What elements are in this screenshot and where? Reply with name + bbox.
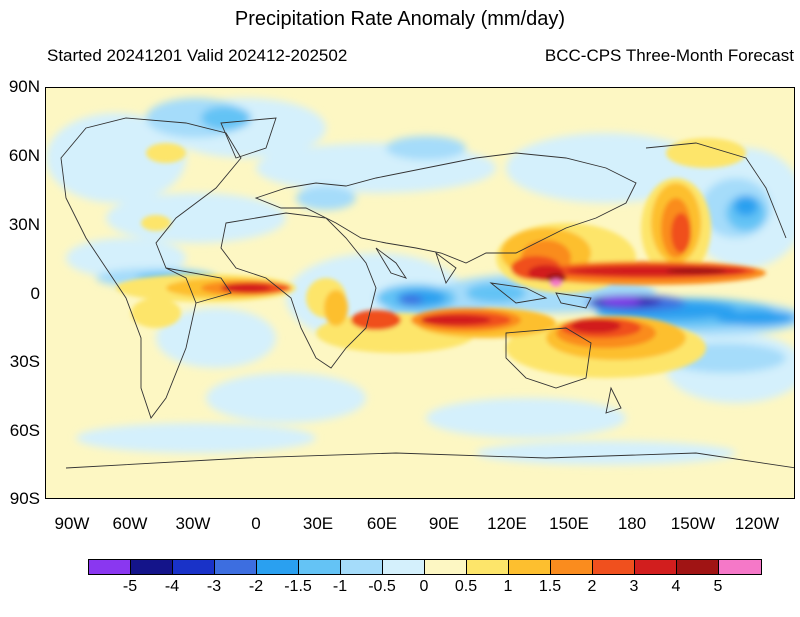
- y-tick-label: 0: [30, 284, 40, 303]
- x-tick-label: 180: [617, 514, 647, 533]
- colorbar-swatch: [467, 560, 509, 574]
- x-tick-label: 150E: [549, 514, 589, 533]
- colorbar-swatch: [257, 560, 299, 574]
- colorbar-label: 0.5: [454, 578, 478, 595]
- x-tick-label: 30E: [302, 514, 334, 533]
- x-tick-label: 0: [251, 514, 261, 533]
- colorbar-label: 1.5: [538, 578, 562, 595]
- colorbar-swatch: [593, 560, 635, 574]
- y-tick-label: 90S: [9, 489, 40, 508]
- colorbar-label: -4: [164, 578, 180, 595]
- colorbar-swatch: [173, 560, 215, 574]
- coastlines: [60, 117, 794, 469]
- y-tick-label: 30N: [8, 215, 40, 234]
- colorbar-label: -1.5: [284, 578, 312, 595]
- y-tick-label: 90N: [8, 77, 40, 96]
- colorbar-label: -5: [122, 578, 138, 595]
- colorbar-swatch: [677, 560, 719, 574]
- colorbar: [88, 559, 762, 575]
- colorbar-swatch: [383, 560, 425, 574]
- forecast-period-label: Started 20241201 Valid 202412-202502: [47, 46, 348, 65]
- colorbar-label: 5: [713, 578, 723, 595]
- x-tick-label: 60W: [112, 514, 148, 533]
- colorbar-swatch: [131, 560, 173, 574]
- colorbar-label: -1: [332, 578, 348, 595]
- map-title: Precipitation Rate Anomaly (mm/day): [234, 8, 566, 30]
- colorbar-label: 1: [503, 578, 513, 595]
- colorbar-label: -2: [248, 578, 264, 595]
- colorbar-label: 0: [419, 578, 429, 595]
- positive-anomaly-regions: [116, 138, 766, 378]
- y-tick-label: 30S: [9, 352, 40, 371]
- x-tick-label: 60E: [366, 514, 398, 533]
- colorbar-swatch: [635, 560, 677, 574]
- colorbar-swatch: [719, 560, 761, 574]
- colorbar-swatch: [425, 560, 467, 574]
- map-svg: [46, 88, 794, 498]
- x-tick-label: 120W: [734, 514, 780, 533]
- x-tick-label: 120E: [487, 514, 527, 533]
- colorbar-label: 3: [629, 578, 639, 595]
- y-tick-label: 60N: [8, 146, 40, 165]
- x-tick-label: 90W: [54, 514, 90, 533]
- colorbar-label: -0.5: [368, 578, 396, 595]
- x-tick-label: 150W: [670, 514, 716, 533]
- colorbar-swatch: [551, 560, 593, 574]
- y-tick-label: 60S: [9, 421, 40, 440]
- colorbar-swatch: [299, 560, 341, 574]
- x-tick-label: 30W: [175, 514, 211, 533]
- forecast-source-label: BCC-CPS Three-Month Forecast: [544, 46, 794, 65]
- colorbar-label: -3: [206, 578, 222, 595]
- colorbar-label: 2: [587, 578, 597, 595]
- colorbar-swatch: [341, 560, 383, 574]
- colorbar-swatch: [215, 560, 257, 574]
- x-tick-label: 90E: [428, 514, 460, 533]
- colorbar-label: 4: [671, 578, 681, 595]
- colorbar-swatch: [509, 560, 551, 574]
- anomaly-map: [45, 87, 795, 499]
- colorbar-swatch: [89, 560, 131, 574]
